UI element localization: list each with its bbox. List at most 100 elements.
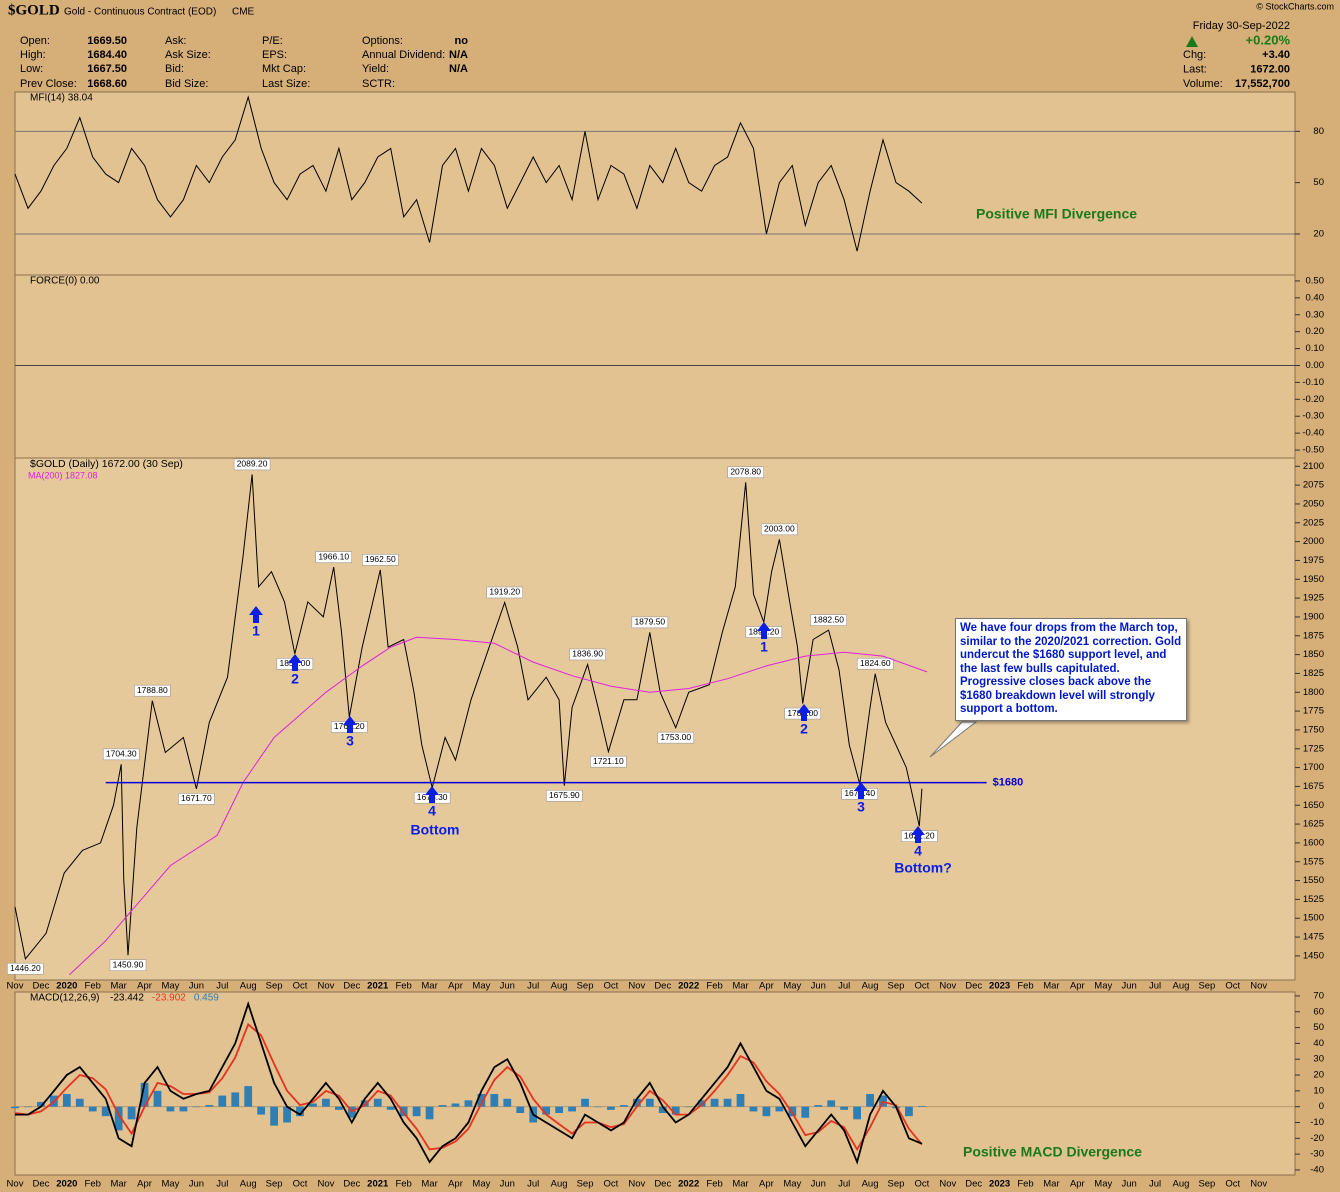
x-tick-label: Apr	[759, 1179, 774, 1190]
x-tick-label: Nov	[628, 981, 645, 992]
field-value: 1684.40	[87, 49, 127, 61]
histogram-bar	[37, 1101, 45, 1107]
x-tick-label: May	[1094, 1179, 1112, 1190]
histogram-bar	[645, 1098, 654, 1107]
value-label: 1450.90	[113, 959, 144, 969]
y-tick-label: 2025	[1303, 517, 1324, 528]
histogram-bar	[244, 1086, 253, 1107]
x-tick-label: May	[161, 1179, 179, 1190]
x-tick-label: Apr	[448, 1179, 463, 1190]
y-tick-label: 1550	[1303, 875, 1324, 886]
y-tick-label: 10	[1313, 1085, 1324, 1096]
exchange: CME	[232, 7, 255, 18]
histogram-bar	[192, 1106, 201, 1108]
x-tick-label: Oct	[293, 981, 308, 992]
x-tick-label: May	[472, 1179, 490, 1190]
panel-title: MACD(12,26,9)	[30, 993, 99, 1004]
x-tick-label: Dec	[32, 1179, 49, 1190]
value-label-box	[362, 554, 399, 566]
y-tick-label: 0.20	[1306, 326, 1325, 337]
x-tick-label: Dec	[32, 981, 49, 992]
annotation: 2	[291, 671, 299, 687]
y-tick-label: 2000	[1303, 536, 1324, 547]
field-label: Yield:	[362, 63, 389, 75]
y-tick-label: 70	[1313, 990, 1324, 1001]
arrow-icon	[757, 622, 771, 639]
histogram-bar	[607, 1106, 615, 1110]
y-tick-label: 0.10	[1306, 343, 1325, 354]
histogram-bar	[749, 1106, 758, 1112]
y-tick-label: 20	[1313, 1070, 1324, 1081]
value-label-box	[178, 793, 215, 805]
y-tick-label: 1450	[1303, 950, 1324, 961]
y-tick-label: 1825	[1303, 668, 1324, 679]
histogram-bar	[516, 1106, 525, 1113]
histogram-bar	[775, 1106, 784, 1112]
annotation: 2	[800, 721, 808, 737]
legend-entry: -23.902	[152, 993, 186, 1004]
value-label-box	[233, 458, 271, 471]
x-tick-label: May	[783, 1179, 801, 1190]
histogram-bar	[231, 1092, 240, 1107]
y-tick-label: -0.20	[1302, 394, 1324, 405]
histogram-bar	[490, 1094, 499, 1107]
histogram-bar	[114, 1106, 123, 1131]
histogram-bar	[11, 1106, 19, 1109]
x-tick-label: Apr	[448, 981, 463, 992]
y-tick-label: 50	[1313, 177, 1324, 188]
arrow-icon	[797, 704, 811, 721]
up-icon	[1186, 36, 1198, 47]
y-tick-label: -0.50	[1302, 445, 1324, 456]
x-tick-label: Sep	[577, 981, 594, 992]
histogram-bar	[917, 1105, 926, 1107]
value-label-box	[631, 616, 669, 629]
field-label: Last Size:	[262, 78, 310, 90]
x-tick-label: 2023	[989, 1179, 1010, 1190]
histogram-bar	[723, 1098, 732, 1107]
panel	[14, 274, 1296, 459]
arrow-icon	[288, 654, 302, 671]
x-tick-label: Nov	[939, 981, 956, 992]
histogram-bar	[710, 1098, 719, 1107]
field-value: 1669.50	[87, 35, 127, 47]
field-label: P/E:	[262, 35, 283, 47]
indicator-line	[14, 1022, 923, 1152]
y-tick-label: 1725	[1303, 743, 1324, 754]
symbol: $GOLD	[8, 2, 60, 18]
histogram-bar	[905, 1106, 913, 1117]
indicator-line	[69, 636, 928, 976]
support-label: $1680	[993, 777, 1024, 789]
annotation: 1	[252, 623, 260, 639]
x-tick-label: Sep	[1198, 981, 1215, 992]
value-label-box	[102, 748, 140, 761]
field-label: Annual Dividend:	[362, 49, 445, 61]
callout: We have four drops from the March top, s…	[955, 618, 1187, 721]
value-label: 1753.00	[660, 732, 691, 742]
x-tick-label: Aug	[1173, 1179, 1190, 1190]
field-value: no	[455, 35, 469, 47]
value-label: 2078.80	[730, 467, 761, 477]
x-tick-label: Sep	[266, 981, 283, 992]
annotation: Bottom	[411, 822, 460, 838]
x-tick-label: Apr	[137, 1179, 152, 1190]
x-tick-label: 2021	[367, 1179, 389, 1190]
y-tick-label: 60	[1313, 1006, 1324, 1017]
x-tick-label: Oct	[293, 1179, 308, 1190]
arrow-icon	[425, 786, 439, 803]
y-tick-label: 1475	[1303, 932, 1324, 943]
x-tick-label: Jun	[500, 981, 515, 992]
histogram-bar	[581, 1098, 589, 1107]
y-tick-label: 1850	[1303, 649, 1324, 660]
value-label: 1824.60	[860, 658, 891, 668]
histogram-bar	[684, 1106, 693, 1108]
histogram-bar	[620, 1105, 628, 1107]
x-tick-label: Sep	[1198, 1179, 1215, 1190]
indicator-line	[15, 1001, 923, 1165]
divergence-label: Positive MFI Divergence	[976, 206, 1137, 222]
quote-label: Volume:	[1183, 78, 1223, 90]
y-tick-label: -10	[1310, 1117, 1324, 1128]
field-label: Ask:	[165, 35, 186, 47]
x-tick-label: Nov	[628, 1179, 645, 1190]
